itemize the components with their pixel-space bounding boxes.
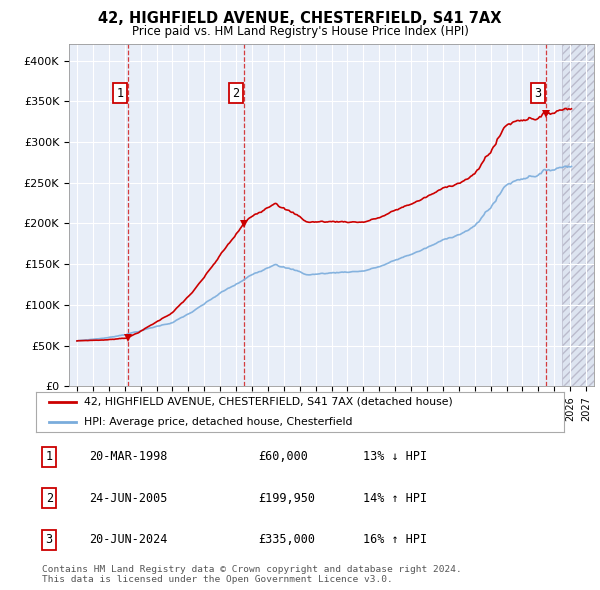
Text: 42, HIGHFIELD AVENUE, CHESTERFIELD, S41 7AX: 42, HIGHFIELD AVENUE, CHESTERFIELD, S41 … — [98, 11, 502, 25]
Text: 2: 2 — [232, 87, 239, 100]
Text: 42, HIGHFIELD AVENUE, CHESTERFIELD, S41 7AX (detached house): 42, HIGHFIELD AVENUE, CHESTERFIELD, S41 … — [83, 397, 452, 407]
Text: 2: 2 — [46, 491, 53, 505]
Text: 3: 3 — [534, 87, 541, 100]
Text: 14% ↑ HPI: 14% ↑ HPI — [364, 491, 427, 505]
Text: £199,950: £199,950 — [258, 491, 315, 505]
Text: 1: 1 — [46, 450, 53, 464]
Text: Contains HM Land Registry data © Crown copyright and database right 2024.
This d: Contains HM Land Registry data © Crown c… — [42, 565, 462, 584]
Text: 24-JUN-2005: 24-JUN-2005 — [89, 491, 167, 505]
Text: 3: 3 — [46, 533, 53, 546]
Text: 16% ↑ HPI: 16% ↑ HPI — [364, 533, 427, 546]
Text: Price paid vs. HM Land Registry's House Price Index (HPI): Price paid vs. HM Land Registry's House … — [131, 25, 469, 38]
Text: HPI: Average price, detached house, Chesterfield: HPI: Average price, detached house, Ches… — [83, 417, 352, 427]
Text: 20-JUN-2024: 20-JUN-2024 — [89, 533, 167, 546]
Text: 20-MAR-1998: 20-MAR-1998 — [89, 450, 167, 464]
Text: £335,000: £335,000 — [258, 533, 315, 546]
Text: 13% ↓ HPI: 13% ↓ HPI — [364, 450, 427, 464]
Text: 1: 1 — [116, 87, 124, 100]
Bar — [562, 44, 600, 386]
Text: £60,000: £60,000 — [258, 450, 308, 464]
